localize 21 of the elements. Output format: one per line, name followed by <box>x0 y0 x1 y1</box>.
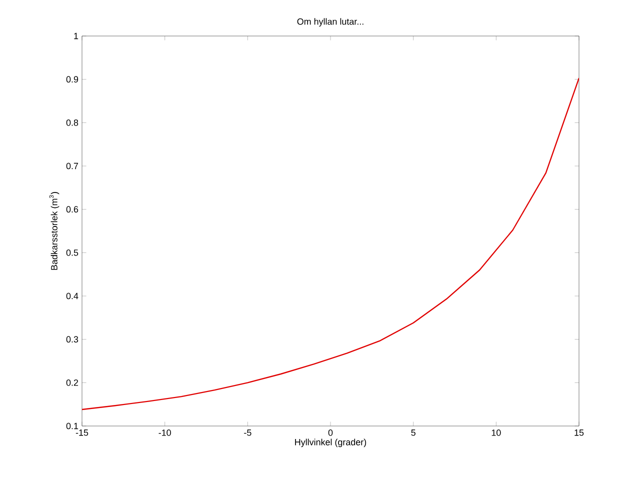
x-tick-label: -10 <box>158 430 171 436</box>
x-tick-label: 15 <box>574 430 584 436</box>
x-tick-label: 0 <box>328 430 333 436</box>
y-tick-label: 0.7 <box>66 162 78 170</box>
y-tick-label: 0.1 <box>66 422 78 430</box>
y-tick-label: 0.8 <box>66 119 78 126</box>
y-tick-label: 0.6 <box>66 206 78 213</box>
y-tick-label: 1 <box>74 32 78 40</box>
y-tick-label: 0.2 <box>66 379 78 386</box>
x-axis-title: Hyllvinkel (grader) <box>295 438 366 448</box>
line-series <box>82 77 580 410</box>
y-axis-title: Badkarsstorlek (m$^{3}$) <box>49 192 60 270</box>
y-tick-label: 0.4 <box>66 292 78 300</box>
y-tick-label: 0.3 <box>66 336 78 343</box>
x-tick-label: -5 <box>244 430 252 436</box>
y-tick-label: 0.9 <box>66 76 78 83</box>
y-tick-label: 0.5 <box>66 249 78 256</box>
chart-title: Om hyllan lutar... <box>297 18 364 26</box>
x-tick-label: 5 <box>411 430 416 436</box>
x-tick-label: 10 <box>492 430 501 436</box>
x-tick-label: -15 <box>76 430 88 436</box>
